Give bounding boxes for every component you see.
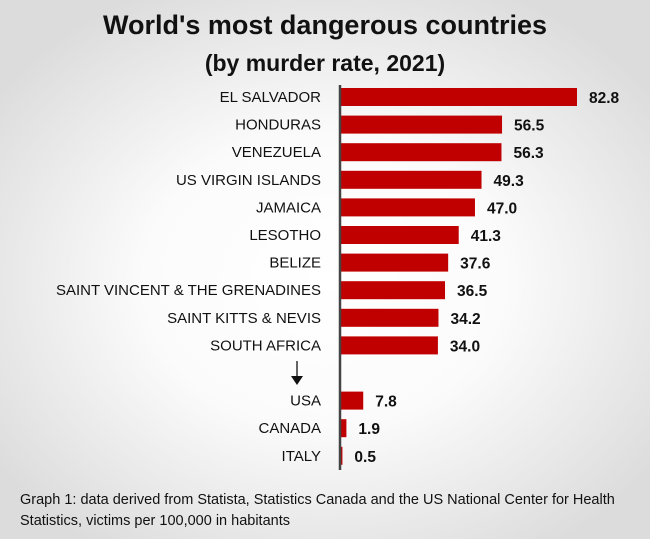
value-label: 7.8: [375, 394, 397, 411]
category-label: CANADA: [258, 420, 321, 437]
bar: [341, 170, 482, 189]
bar: [341, 446, 343, 465]
category-label: SAINT VINCENT & THE GRENADINES: [56, 282, 321, 299]
bar: [341, 115, 503, 134]
value-label: 34.2: [450, 311, 480, 328]
value-label: 0.5: [354, 449, 376, 466]
bar: [341, 226, 459, 244]
value-label: 41.3: [471, 228, 502, 245]
category-label: LESOTHO: [249, 227, 321, 244]
bar: [341, 88, 577, 106]
down-arrow-icon: [291, 376, 303, 385]
chart-subtitle: (by murder rate, 2021): [204, 50, 446, 76]
bar: [341, 253, 449, 272]
category-label: JAMAICA: [256, 199, 321, 216]
category-label: ITALY: [282, 448, 321, 465]
category-label: EL SALVADOR: [220, 89, 322, 106]
bar: [341, 281, 446, 300]
value-label: 37.6: [460, 256, 491, 273]
chart-title: World's most dangerous countries: [103, 10, 547, 40]
value-label: 47.0: [487, 200, 517, 217]
category-label: VENEZUELA: [232, 144, 321, 161]
category-label: USA: [290, 393, 321, 410]
value-label: 1.9: [358, 421, 380, 438]
value-label: 49.3: [494, 173, 525, 190]
bar: [341, 198, 475, 217]
chart-caption: Graph 1: data derived from Statista, Sta…: [20, 492, 615, 529]
category-label: SOUTH AFRICA: [210, 337, 321, 354]
bar: [341, 308, 439, 327]
value-label: 34.0: [450, 338, 480, 355]
bar: [341, 336, 438, 355]
bar: [341, 419, 347, 438]
value-label: 56.5: [514, 118, 545, 135]
value-label: 36.5: [457, 283, 488, 300]
value-label: 56.3: [513, 145, 544, 162]
bar: [341, 391, 364, 410]
value-label: 82.8: [589, 90, 620, 107]
bar: [341, 143, 502, 162]
category-label: HONDURAS: [235, 117, 321, 134]
category-label: BELIZE: [269, 255, 321, 272]
category-label: US VIRGIN ISLANDS: [176, 172, 321, 189]
category-label: SAINT KITTS & NEVIS: [167, 310, 321, 327]
